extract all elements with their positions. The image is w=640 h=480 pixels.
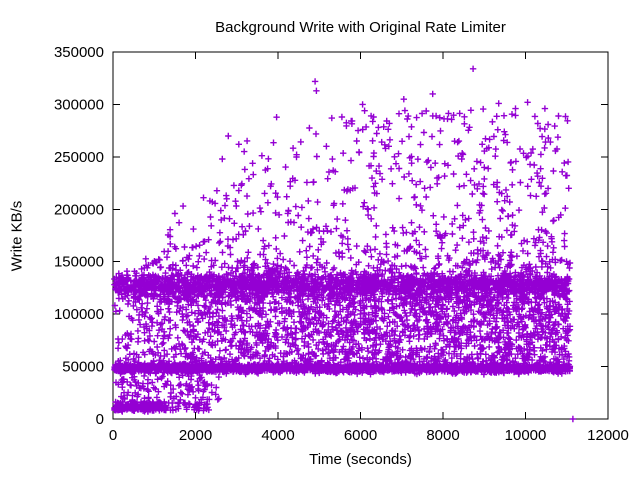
y-tick-label: 50000 <box>62 359 104 376</box>
x-tick-label: 0 <box>109 427 117 444</box>
x-tick-label: 10000 <box>505 427 547 444</box>
y-tick-label: 100000 <box>54 306 104 323</box>
y-tick-label: 0 <box>96 411 104 428</box>
y-tick-label: 300000 <box>54 96 104 113</box>
x-tick-label: 12000 <box>587 427 629 444</box>
chart-title: Background Write with Original Rate Limi… <box>215 19 506 36</box>
x-tick-label: 6000 <box>344 427 377 444</box>
y-tick-label: 150000 <box>54 254 104 271</box>
x-tick-label: 2000 <box>179 427 212 444</box>
x-axis-title: Time (seconds) <box>309 451 412 468</box>
x-tick-label: 8000 <box>426 427 459 444</box>
y-tick-label: 250000 <box>54 149 104 166</box>
y-tick-label: 200000 <box>54 201 104 218</box>
data-points <box>111 65 577 423</box>
y-tick-label: 350000 <box>54 44 104 61</box>
plot-border <box>112 51 609 420</box>
x-tick-label: 4000 <box>261 427 294 444</box>
